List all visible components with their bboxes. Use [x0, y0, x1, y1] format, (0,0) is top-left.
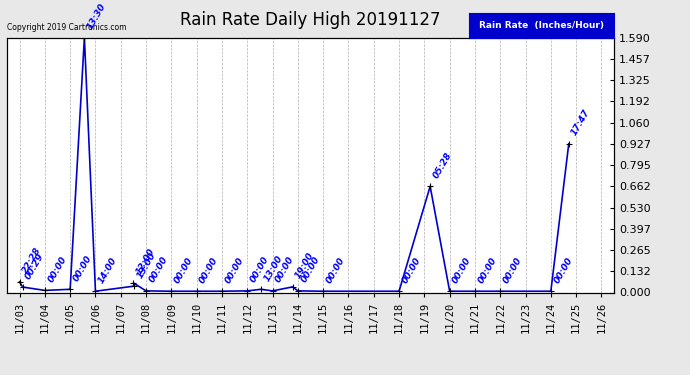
Text: 00:00: 00:00 — [476, 255, 498, 285]
Text: 19:00: 19:00 — [294, 251, 316, 280]
Text: 00:00: 00:00 — [502, 255, 524, 285]
Text: 14:00: 14:00 — [97, 255, 119, 285]
Text: 00:00: 00:00 — [400, 255, 422, 285]
Text: 00:00: 00:00 — [274, 255, 296, 285]
Text: 13:00: 13:00 — [136, 251, 158, 280]
Text: 12:00: 12:00 — [135, 247, 157, 276]
Text: 22:28: 22:28 — [21, 246, 43, 276]
Text: 00:00: 00:00 — [451, 255, 473, 285]
Text: Rain Rate  (Inches/Hour): Rain Rate (Inches/Hour) — [479, 21, 604, 30]
Text: 00:00: 00:00 — [72, 254, 94, 283]
Text: 00:00: 00:00 — [198, 255, 220, 285]
Text: 13:00: 13:00 — [262, 254, 284, 283]
Text: Rain Rate Daily High 20191127: Rain Rate Daily High 20191127 — [180, 11, 441, 29]
Text: 00:00: 00:00 — [248, 255, 270, 285]
Text: Copyright 2019 Cartronics.com: Copyright 2019 Cartronics.com — [7, 23, 126, 32]
Text: 00:00: 00:00 — [324, 255, 346, 285]
Text: 05:28: 05:28 — [431, 151, 453, 180]
Text: 00:00: 00:00 — [224, 255, 246, 285]
Text: 00:00: 00:00 — [552, 255, 574, 285]
Text: 00:00: 00:00 — [148, 255, 170, 285]
Text: 00:00: 00:00 — [46, 255, 68, 284]
Text: 00:00: 00:00 — [172, 255, 195, 285]
Text: 00:29: 00:29 — [24, 251, 46, 280]
Text: 17:47: 17:47 — [570, 108, 592, 137]
Text: 13:30: 13:30 — [86, 2, 108, 31]
Text: 00:00: 00:00 — [299, 255, 322, 285]
